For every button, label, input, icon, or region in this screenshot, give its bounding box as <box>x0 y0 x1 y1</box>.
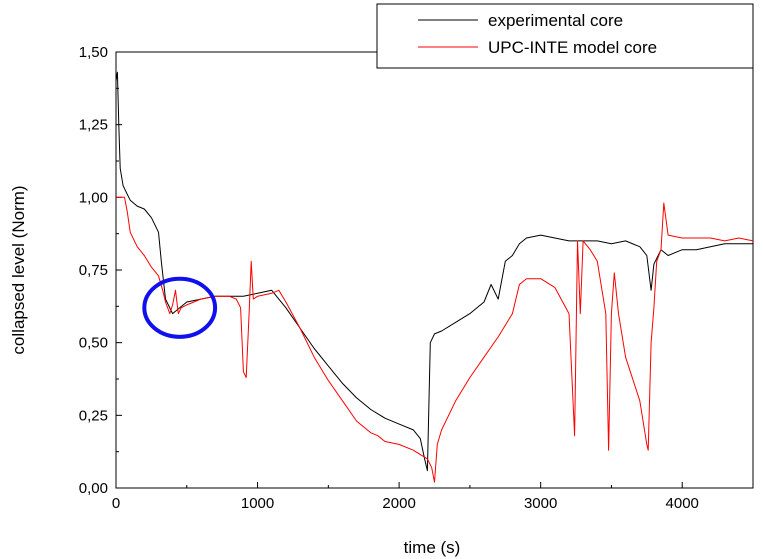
y-tick-label: 1,25 <box>79 117 108 134</box>
x-tick-label: 2000 <box>382 495 415 512</box>
y-tick-label: 0,75 <box>79 262 108 279</box>
legend-box <box>376 3 754 69</box>
x-tick-label: 0 <box>112 495 120 512</box>
x-tick-label: 1000 <box>241 495 274 512</box>
series-line-upc-inte-model-core <box>116 196 754 483</box>
highlight-ellipse <box>142 276 218 339</box>
x-axis-ticks: 0 1000 2000 3000 4000 <box>112 482 699 512</box>
annotation-layer <box>142 276 218 339</box>
y-tick-label: 1,00 <box>79 189 108 206</box>
plot-area: 0 1000 2000 3000 4000 0,00 0,25 0,50 0,75 1,00 1,… <box>79 44 754 512</box>
legend-label: experimental core <box>488 11 623 30</box>
plot-frame <box>115 51 754 489</box>
y-tick-label: 0,00 <box>79 480 108 497</box>
x-axis-label: time (s) <box>404 538 461 557</box>
x-tick-label: 3000 <box>524 495 557 512</box>
legend: experimental core UPC-INTE model core <box>376 3 754 69</box>
y-axis-label: collapsed level (Norm) <box>9 185 28 354</box>
y-tick-label: 0,25 <box>79 407 108 424</box>
legend-label: UPC-INTE model core <box>488 38 657 57</box>
series-layer <box>115 71 754 483</box>
y-tick-label: 1,50 <box>79 44 108 61</box>
y-tick-label: 0,50 <box>79 335 108 352</box>
series-line-experimental-core <box>115 71 753 472</box>
x-tick-label: 4000 <box>666 495 699 512</box>
